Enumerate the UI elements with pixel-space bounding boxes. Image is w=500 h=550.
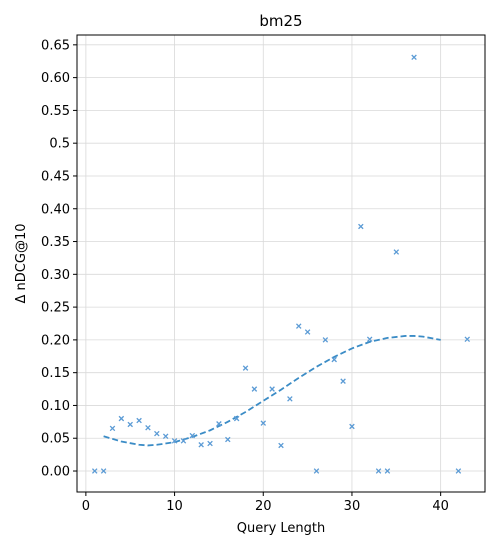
y-tick-label: 0.15 bbox=[41, 366, 70, 381]
y-tick-label: 0.35 bbox=[41, 235, 70, 250]
y-tick-label: 0.25 bbox=[41, 301, 70, 316]
data-point bbox=[251, 386, 258, 392]
x-axis-ticks: 0 10 20 30 40 bbox=[82, 492, 449, 514]
data-point bbox=[118, 415, 125, 422]
data-point bbox=[180, 438, 187, 444]
data-point bbox=[225, 436, 231, 443]
data-point bbox=[455, 468, 462, 474]
data-point bbox=[127, 421, 133, 428]
data-point bbox=[375, 468, 382, 474]
data-point bbox=[322, 337, 329, 343]
grid bbox=[77, 35, 485, 492]
data-point bbox=[207, 440, 213, 447]
data-point bbox=[384, 468, 391, 474]
y-tick-label: 0.40 bbox=[41, 202, 70, 217]
data-point bbox=[304, 329, 311, 335]
data-point bbox=[145, 424, 151, 431]
data-point bbox=[109, 425, 116, 432]
y-axis-label: Δ nDCG@10 bbox=[14, 224, 29, 304]
y-tick-label: 0.00 bbox=[41, 465, 70, 480]
y-tick-label: 0.05 bbox=[41, 432, 70, 447]
x-tick-label: 40 bbox=[432, 499, 449, 514]
y-tick-label: 0.55 bbox=[41, 104, 70, 119]
data-point bbox=[295, 323, 302, 329]
data-point bbox=[154, 430, 160, 437]
x-tick-label: 0 bbox=[82, 499, 90, 514]
data-point bbox=[171, 438, 178, 444]
chart-title: bm25 bbox=[259, 12, 302, 30]
data-point bbox=[287, 396, 293, 402]
x-tick-label: 30 bbox=[344, 499, 361, 514]
y-tick-label: 0.65 bbox=[41, 38, 70, 53]
data-point bbox=[340, 378, 346, 384]
y-tick-label: 0.20 bbox=[41, 333, 70, 348]
data-point bbox=[393, 249, 400, 255]
y-tick-label: 0.45 bbox=[41, 169, 70, 184]
data-point bbox=[313, 468, 320, 474]
data-point bbox=[464, 336, 471, 342]
data-point bbox=[136, 417, 142, 424]
data-point bbox=[349, 423, 355, 430]
trend-curve bbox=[103, 335, 441, 447]
plot-frame bbox=[76, 34, 486, 493]
data-point bbox=[366, 336, 373, 342]
y-tick-label: 0.30 bbox=[41, 268, 70, 283]
data-point bbox=[411, 54, 417, 61]
y-tick-label: 0.10 bbox=[41, 399, 70, 414]
data-point bbox=[91, 468, 98, 474]
x-tick-label: 10 bbox=[166, 499, 183, 514]
data-point bbox=[198, 442, 204, 448]
trend-curve-layer bbox=[103, 335, 441, 447]
data-point bbox=[216, 421, 222, 427]
x-tick-label: 20 bbox=[255, 499, 272, 514]
y-tick-label: 0.60 bbox=[41, 71, 70, 86]
data-points bbox=[91, 54, 471, 474]
y-axis-ticks: 0.00 0.05 0.10 0.15 0.20 0.25 0.30 0.35 0.40 0.45… bbox=[41, 38, 77, 480]
data-point bbox=[278, 442, 284, 449]
data-point bbox=[269, 386, 275, 392]
data-point bbox=[358, 223, 364, 230]
data-point bbox=[331, 356, 337, 363]
data-point bbox=[100, 468, 107, 474]
y-tick-label: 0.5 bbox=[49, 137, 70, 152]
x-axis-label: Query Length bbox=[237, 521, 325, 536]
data-point bbox=[233, 415, 240, 422]
data-point bbox=[162, 433, 169, 440]
data-point bbox=[260, 420, 267, 426]
data-point bbox=[189, 432, 196, 439]
data-point bbox=[242, 365, 249, 371]
